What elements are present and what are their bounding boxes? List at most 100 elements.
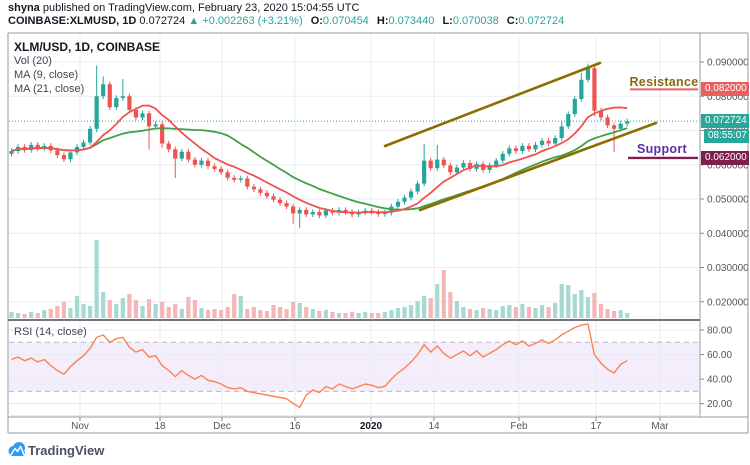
volume-bar	[48, 309, 53, 318]
volume-bar	[61, 302, 66, 318]
volume-bar	[474, 310, 479, 318]
candle-body	[160, 124, 165, 144]
candle-body	[179, 151, 184, 159]
volume-bar	[415, 301, 420, 318]
volume-bar	[22, 314, 27, 318]
candle-body	[428, 160, 433, 169]
volume-bar	[395, 308, 401, 318]
candle-body	[323, 210, 328, 216]
volume-series	[9, 240, 630, 318]
candle-body	[467, 163, 473, 169]
candle-body	[35, 144, 40, 149]
ma21-line	[11, 127, 628, 211]
volume-bar	[55, 306, 60, 318]
price-tick-label: 0.050000	[707, 195, 749, 206]
volume-bar	[140, 306, 145, 318]
low-value: 0.070038	[452, 15, 499, 27]
publish-text: published on TradingView.com, February 2…	[39, 2, 360, 14]
candle-body	[55, 150, 60, 156]
volume-bar	[186, 297, 191, 318]
volume-bar	[343, 313, 348, 318]
rsi-tick-label: 60.00	[707, 350, 732, 361]
candle-body	[572, 98, 577, 115]
volume-bar	[88, 306, 93, 318]
volume-bar	[461, 307, 466, 318]
tradingview-logo-icon[interactable]	[8, 441, 27, 458]
rsi-study-label: RSI (14, close)	[14, 326, 87, 338]
candle-body	[291, 206, 296, 214]
volume-bar	[173, 304, 178, 318]
time-tick-label: 17	[590, 421, 602, 432]
volume-bar	[81, 304, 86, 318]
candle-body	[120, 96, 125, 98]
volume-bar	[481, 308, 486, 318]
close-label: C:	[506, 15, 519, 27]
trendline	[383, 61, 602, 148]
candle-body	[173, 149, 178, 159]
candle-body	[127, 96, 132, 110]
volume-bar	[101, 292, 106, 318]
candle-body	[94, 96, 99, 129]
up-arrow-icon: ▲	[188, 15, 200, 27]
candle-body	[376, 212, 381, 215]
volume-bar	[402, 307, 407, 318]
time-tick-label: 18	[154, 421, 166, 432]
volume-bar	[277, 307, 283, 318]
publish-info: shyna published on TradingView.com, Febr…	[8, 2, 359, 14]
price-tick-label: 0.080000	[707, 92, 749, 103]
time-axis[interactable]	[8, 417, 748, 433]
candle-body	[219, 168, 224, 173]
volume-bar	[539, 305, 545, 318]
volume-bar	[559, 284, 564, 318]
last-price: 0.072724	[139, 15, 186, 27]
volume-bar	[238, 296, 243, 318]
volume-bar	[579, 290, 584, 318]
volume-bar	[205, 310, 211, 318]
volume-bar	[245, 309, 250, 318]
symbol-info-bar: COINBASE:XLMUSD, 1D 0.072724 ▲ +0.002263…	[8, 15, 564, 27]
volume-bar	[526, 307, 532, 318]
candle-body	[533, 144, 538, 150]
volume-bar	[441, 270, 446, 318]
candle-body	[566, 114, 571, 127]
volume-bar	[553, 303, 558, 318]
candle-body	[500, 153, 505, 161]
volume-bar	[284, 309, 289, 318]
volume-bar	[369, 313, 374, 318]
volume-bar	[291, 302, 296, 318]
candle-body	[494, 160, 499, 166]
volume-bar	[199, 308, 204, 318]
volume-bar	[625, 313, 630, 318]
candle-body	[133, 109, 139, 118]
candle-body	[251, 186, 256, 190]
price-change: +0.002263 (+3.21%)	[202, 15, 303, 27]
volume-bar	[74, 296, 80, 318]
volume-bar	[448, 292, 453, 318]
volume-bar	[153, 304, 158, 318]
volume-bar	[494, 310, 499, 318]
candle-body	[513, 148, 518, 152]
volume-bar	[507, 305, 512, 318]
rsi-tick-label: 20.00	[707, 399, 732, 410]
candle-body	[408, 191, 414, 198]
candle-body	[304, 209, 309, 215]
pane-legend: XLM/USD, 1D, COINBASE Vol (20) MA (9, cl…	[14, 40, 160, 96]
volume-bar	[467, 309, 473, 318]
author-name: shyna	[8, 2, 40, 14]
volume-bar	[612, 311, 617, 318]
candle-body	[68, 152, 73, 160]
tradingview-wordmark[interactable]: TradingView	[28, 443, 105, 458]
candle-body	[612, 125, 617, 129]
volume-bar	[264, 311, 270, 318]
candle-body	[539, 140, 545, 145]
candle-body	[402, 197, 407, 202]
candle-body	[598, 110, 604, 118]
volume-bar	[533, 308, 538, 318]
ma21-study-label: MA (21, close)	[14, 83, 85, 95]
volume-bar	[356, 313, 361, 318]
candle-body	[441, 159, 446, 166]
candle-body	[9, 151, 14, 154]
volume-bar	[605, 309, 610, 318]
volume-bar	[618, 310, 623, 318]
